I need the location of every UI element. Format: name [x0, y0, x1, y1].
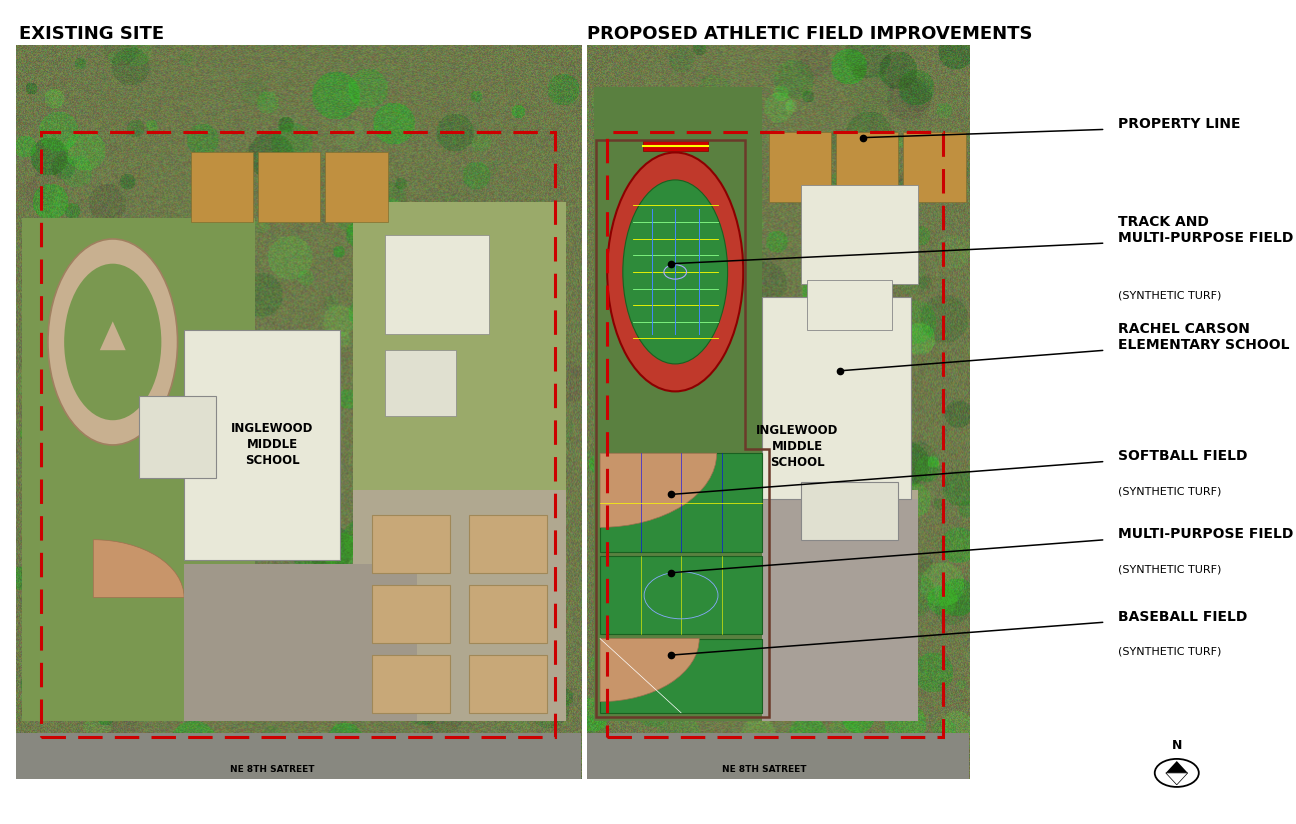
- Bar: [801, 482, 898, 540]
- Bar: [353, 202, 566, 490]
- Bar: [600, 556, 762, 634]
- Text: RACHEL CARSON
ELEMENTARY SCHOOL: RACHEL CARSON ELEMENTARY SCHOOL: [1118, 322, 1290, 352]
- Wedge shape: [600, 453, 717, 527]
- Text: (SYNTHETIC TURF): (SYNTHETIC TURF): [1118, 647, 1222, 657]
- Bar: [258, 152, 320, 222]
- Text: SOFTBALL FIELD: SOFTBALL FIELD: [1118, 449, 1248, 463]
- Bar: [372, 585, 450, 643]
- Ellipse shape: [623, 180, 727, 364]
- Bar: [853, 655, 902, 713]
- Bar: [788, 490, 918, 721]
- Bar: [801, 185, 918, 284]
- Text: MULTI-PURPOSE FIELD: MULTI-PURPOSE FIELD: [1118, 527, 1293, 541]
- Bar: [184, 564, 417, 721]
- Bar: [794, 585, 844, 643]
- Bar: [807, 280, 892, 330]
- Polygon shape: [1166, 773, 1187, 784]
- Bar: [762, 499, 918, 721]
- Bar: [594, 87, 762, 721]
- Bar: [853, 585, 902, 643]
- Ellipse shape: [607, 152, 743, 391]
- Bar: [762, 297, 911, 499]
- Circle shape: [1155, 759, 1199, 787]
- Text: INGLEWOOD
MIDDLE
SCHOOL: INGLEWOOD MIDDLE SCHOOL: [756, 424, 839, 469]
- Bar: [853, 515, 902, 573]
- Text: NE 8TH SATREET: NE 8TH SATREET: [229, 765, 315, 774]
- Bar: [353, 490, 566, 721]
- Text: PROPERTY LINE: PROPERTY LINE: [1118, 117, 1242, 131]
- Bar: [607, 132, 943, 737]
- Bar: [587, 733, 969, 779]
- Bar: [643, 141, 708, 151]
- Bar: [600, 639, 762, 713]
- Bar: [139, 396, 216, 478]
- Text: (SYNTHETIC TURF): (SYNTHETIC TURF): [1118, 291, 1222, 301]
- Bar: [836, 132, 898, 202]
- Bar: [794, 655, 844, 713]
- Text: PROPOSED ATHLETIC FIELD IMPROVEMENTS: PROPOSED ATHLETIC FIELD IMPROVEMENTS: [587, 25, 1033, 43]
- Text: (SYNTHETIC TURF): (SYNTHETIC TURF): [1118, 564, 1222, 574]
- Bar: [469, 655, 547, 713]
- Bar: [41, 132, 555, 737]
- Text: TRACK AND
MULTI-PURPOSE FIELD: TRACK AND MULTI-PURPOSE FIELD: [1118, 215, 1293, 245]
- Bar: [794, 515, 844, 573]
- Ellipse shape: [48, 239, 178, 445]
- Text: N: N: [1172, 739, 1182, 752]
- Bar: [469, 515, 547, 573]
- Text: INGLEWOOD
MIDDLE
SCHOOL: INGLEWOOD MIDDLE SCHOOL: [231, 423, 314, 467]
- Text: BASEBALL FIELD: BASEBALL FIELD: [1118, 610, 1248, 624]
- Polygon shape: [100, 321, 126, 350]
- Wedge shape: [93, 540, 184, 597]
- Text: EXISTING SITE: EXISTING SITE: [19, 25, 165, 43]
- Bar: [16, 733, 581, 779]
- Bar: [191, 152, 253, 222]
- Text: NE 8TH SATREET: NE 8TH SATREET: [722, 765, 807, 774]
- Bar: [325, 152, 388, 222]
- Bar: [903, 132, 966, 202]
- Bar: [769, 132, 831, 202]
- Bar: [372, 655, 450, 713]
- Bar: [385, 350, 456, 416]
- Bar: [385, 235, 489, 334]
- Bar: [22, 218, 255, 721]
- Wedge shape: [600, 639, 700, 701]
- Bar: [372, 515, 450, 573]
- Polygon shape: [1166, 761, 1187, 773]
- Bar: [600, 453, 762, 552]
- Bar: [184, 330, 340, 560]
- Ellipse shape: [64, 264, 161, 420]
- Text: (SYNTHETIC TURF): (SYNTHETIC TURF): [1118, 486, 1222, 496]
- Bar: [469, 585, 547, 643]
